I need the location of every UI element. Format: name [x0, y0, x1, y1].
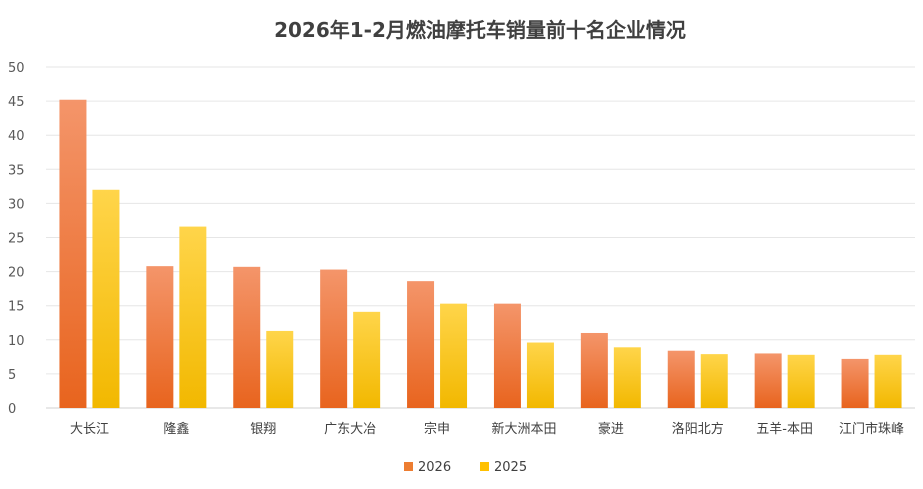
x-tick-label: 广东大冶	[324, 422, 376, 437]
gridlines	[46, 66, 915, 409]
legend-label: 2025	[494, 460, 527, 475]
bar-2026-4	[407, 281, 435, 408]
y-tick-label: 5	[8, 368, 16, 383]
bar-2026-0	[59, 99, 87, 409]
bar-2026-6	[580, 332, 608, 408]
x-axis: 大长江 隆鑫 银翔 广东大冶 宗申 新大洲本田 豪进 洛阳北方 五羊-本田 江门市珠峰	[70, 421, 904, 437]
bar-2026-3	[320, 269, 348, 408]
bar-2025-2	[266, 330, 294, 408]
bar-2025-0	[92, 189, 120, 408]
x-tick-label: 洛阳北方	[672, 421, 724, 437]
bar-2025-9	[874, 354, 902, 408]
bar-2025-3	[353, 311, 381, 408]
y-tick-label: 25	[8, 232, 25, 247]
y-tick-label: 35	[8, 163, 25, 178]
bar-2026-7	[667, 350, 695, 408]
bar-2025-5	[526, 342, 554, 408]
bar-2026-2	[233, 266, 261, 408]
bar-2026-9	[841, 358, 869, 408]
bar-2025-1	[179, 226, 207, 408]
bar-2025-8	[787, 354, 815, 408]
x-tick-label: 大长江	[70, 422, 109, 437]
y-tick-label: 10	[8, 334, 25, 349]
y-tick-label: 30	[8, 197, 25, 212]
legend-swatch-2025	[480, 462, 489, 471]
y-tick-label: 15	[8, 300, 25, 315]
bar-2025-4	[440, 303, 468, 408]
y-tick-label: 50	[8, 61, 25, 76]
x-tick-label: 新大洲本田	[491, 421, 556, 437]
chart-title: 2026年1-2月燃油摩托车销量前十名企业情况	[274, 18, 686, 42]
y-tick-label: 0	[8, 402, 16, 417]
legend-label: 2026	[418, 460, 451, 475]
x-tick-label: 宗申	[424, 421, 450, 437]
bar-2025-6	[613, 347, 641, 408]
bar-2026-8	[754, 353, 782, 408]
x-tick-label: 豪进	[598, 421, 624, 437]
y-axis: 0 5 10 15 20 25 30 35 40 45 50	[8, 61, 25, 417]
bar-2026-5	[493, 303, 521, 408]
y-tick-label: 40	[8, 129, 25, 144]
x-tick-label: 江门市珠峰	[839, 421, 904, 437]
y-tick-label: 20	[8, 266, 25, 281]
x-tick-label: 银翔	[250, 422, 276, 437]
legend-swatch-2026	[404, 462, 413, 471]
x-tick-label: 隆鑫	[163, 421, 189, 437]
bar-2025-7	[700, 354, 728, 408]
bars	[59, 99, 902, 409]
legend: 2026 2025	[404, 460, 527, 475]
bar-2026-1	[146, 266, 174, 408]
y-tick-label: 45	[8, 95, 25, 110]
x-tick-label: 五羊-本田	[756, 421, 813, 437]
